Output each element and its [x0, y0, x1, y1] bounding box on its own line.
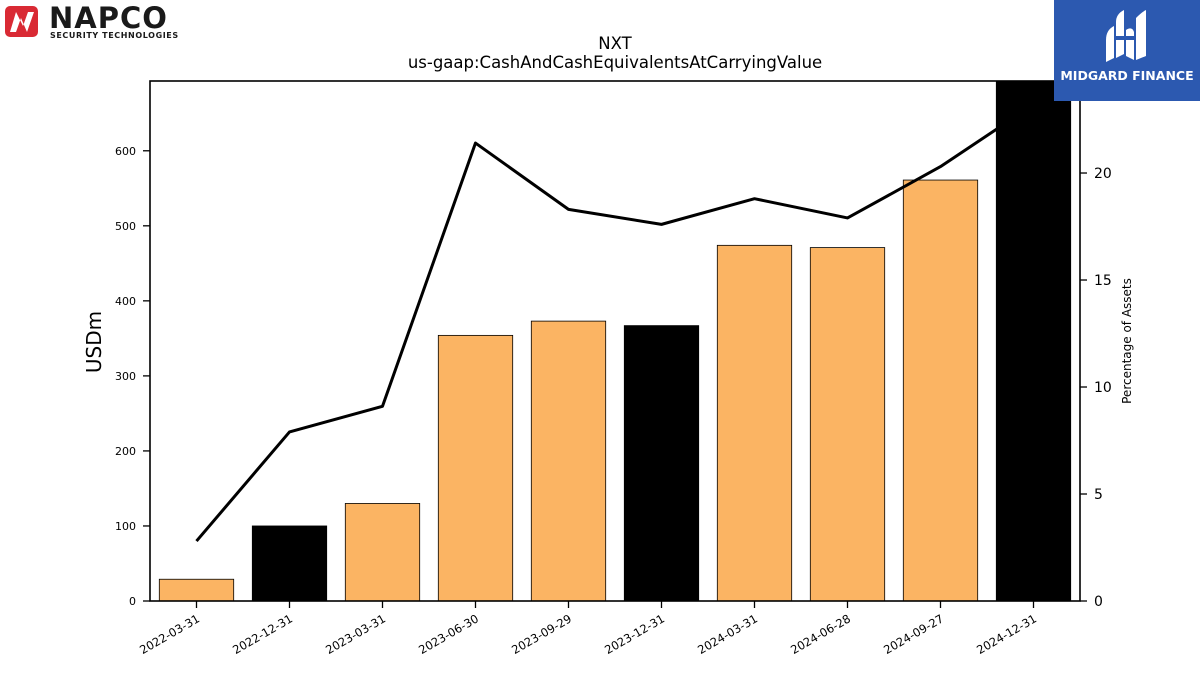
y2-axis-label: Percentage of Assets — [1120, 278, 1134, 404]
bar-2022-03-31 — [158, 578, 235, 602]
y2-tick-label: 20 — [1094, 166, 1112, 182]
y-tick-label: 200 — [115, 445, 136, 458]
midgard-logo-mark-icon — [1106, 10, 1146, 62]
x-tick-label: 2023-12-31 — [602, 611, 667, 657]
bar-2023-03-31 — [344, 503, 421, 602]
y-tick-label: 400 — [115, 295, 136, 308]
y2-tick-label: 10 — [1094, 380, 1112, 396]
x-tick-label: 2022-12-31 — [230, 611, 295, 657]
y-tick-label: 600 — [115, 145, 136, 158]
midgard-finance-logo: MIDGARD FINANCE — [1054, 0, 1200, 101]
bar-2022-12-31 — [251, 525, 328, 602]
bar-2023-12-31 — [623, 325, 700, 602]
y-tick-label: 300 — [115, 370, 136, 383]
y2-tick-label: 15 — [1094, 273, 1112, 289]
bar-2024-03-31 — [716, 244, 793, 602]
napco-logo: NAPCO SECURITY TECHNOLOGIES — [4, 1, 210, 40]
bar-2023-06-30 — [437, 334, 514, 602]
y2-tick-label: 5 — [1094, 487, 1103, 503]
x-tick-label: 2023-03-31 — [323, 611, 388, 657]
y-tick-label: 500 — [115, 220, 136, 233]
chart-subtitle: us-gaap:CashAndCashEquivalentsAtCarrying… — [408, 53, 822, 72]
bar-2024-09-27 — [902, 179, 979, 602]
plot-frame — [149, 80, 1081, 602]
y-tick-label: 0 — [129, 595, 136, 608]
midgard-finance-name: MIDGARD FINANCE — [1060, 68, 1194, 83]
chart-title: NXT — [598, 34, 632, 53]
y-axis-label: USDm — [82, 311, 106, 373]
x-tick-label: 2023-09-29 — [509, 611, 574, 657]
bar-2024-06-28 — [809, 247, 886, 602]
y-tick-label: 100 — [115, 520, 136, 533]
bar-2024-12-31 — [995, 80, 1072, 602]
x-tick-label: 2024-06-28 — [788, 611, 853, 657]
napco-wordmark: NAPCO — [49, 1, 168, 35]
x-tick-label: 2023-06-30 — [416, 611, 481, 657]
bar-2023-09-29 — [530, 320, 607, 602]
napco-tagline: SECURITY TECHNOLOGIES — [50, 31, 179, 40]
percentage-of-assets-line — [195, 103, 1035, 543]
x-tick-label: 2024-03-31 — [695, 611, 760, 657]
y2-tick-label: 0 — [1094, 594, 1103, 610]
x-tick-label: 2024-12-31 — [974, 611, 1039, 657]
x-tick-label: 2022-03-31 — [137, 611, 202, 657]
napco-logo-mark-icon — [5, 6, 38, 37]
x-tick-label: 2024-09-27 — [881, 611, 946, 657]
